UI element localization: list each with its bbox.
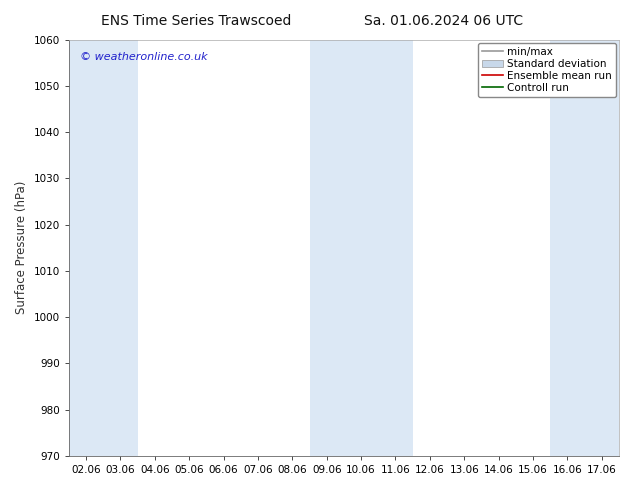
Y-axis label: Surface Pressure (hPa): Surface Pressure (hPa) <box>15 181 28 315</box>
Text: ENS Time Series Trawscoed: ENS Time Series Trawscoed <box>101 14 292 28</box>
Bar <box>309 40 413 456</box>
Text: © weatheronline.co.uk: © weatheronline.co.uk <box>80 52 207 62</box>
Bar <box>550 40 619 456</box>
Bar <box>69 40 138 456</box>
Legend: min/max, Standard deviation, Ensemble mean run, Controll run: min/max, Standard deviation, Ensemble me… <box>478 43 616 98</box>
Text: Sa. 01.06.2024 06 UTC: Sa. 01.06.2024 06 UTC <box>365 14 523 28</box>
